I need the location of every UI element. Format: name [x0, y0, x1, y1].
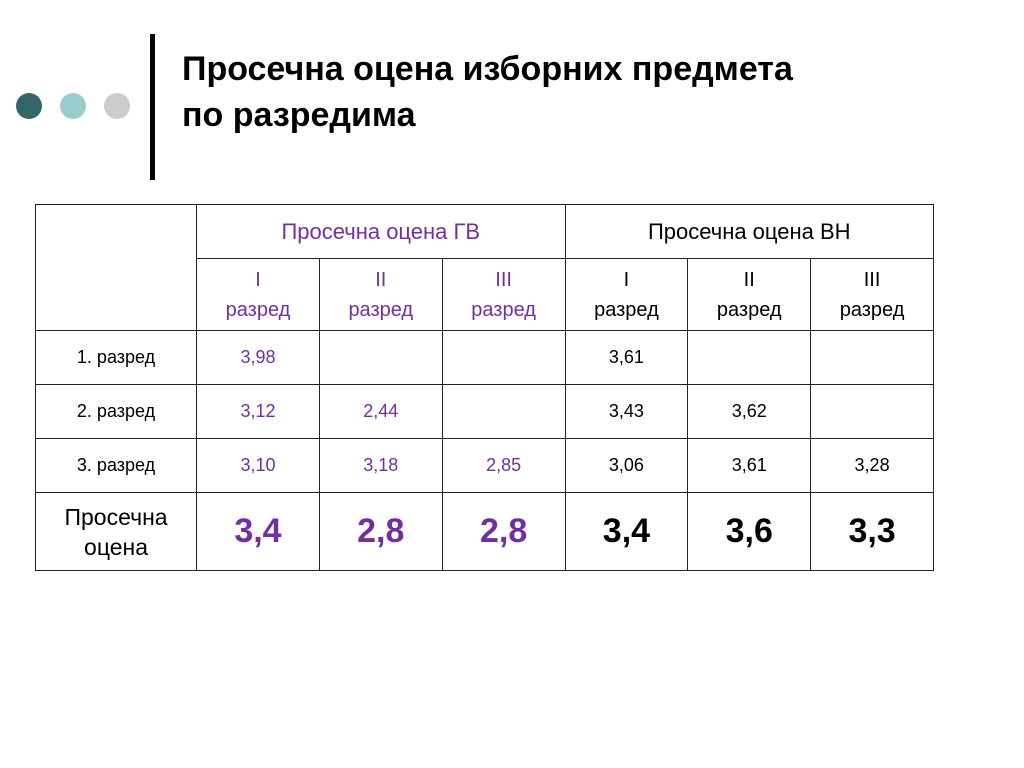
cell-vn-3: [810, 384, 934, 439]
sub-header-label: разред: [348, 298, 414, 321]
row-label: 3. разред: [34, 438, 198, 493]
slide-title: Просечна оцена изборних предмета по разр…: [182, 46, 962, 138]
table-row-grade-3: 3. разред 3,10 3,18 2,85 3,06 3,61 3,28: [34, 438, 934, 493]
cell-vn-1: 3,06: [564, 438, 689, 493]
cell-vn-3: 3,28: [810, 438, 934, 493]
cell-gv-3: 2,85: [441, 438, 566, 493]
cell-gv-1: 3,10: [196, 438, 320, 493]
slide-title-line2: по разредима: [182, 96, 416, 134]
cell-gv-1: 3,12: [196, 384, 320, 439]
sub-header-roman: III: [495, 268, 512, 291]
sub-header-roman: I: [623, 268, 630, 291]
sub-header-label: разред: [716, 298, 782, 321]
avg-gv-1: 3,4: [196, 492, 320, 571]
average-label-line2: оцена: [84, 533, 149, 560]
sub-header-vn-3: III разред: [810, 258, 934, 331]
avg-vn-3: 3,3: [810, 492, 934, 571]
empty-corner-cell: [34, 204, 198, 331]
cell-vn-2: [687, 330, 812, 385]
table-row-grade-2: 2. разред 3,12 2,44 3,43 3,62: [34, 384, 934, 439]
table-row-average: Просечна оцена 3,4 2,8 2,8 3,4 3,6 3,3: [34, 492, 934, 571]
table-row-grade-1: 1. разред 3,98 3,61: [34, 330, 934, 385]
cell-gv-2: [318, 330, 443, 385]
sub-header-label: разред: [839, 298, 905, 321]
sub-header-gv-2: II разред: [318, 258, 443, 331]
dot-light-teal: [60, 93, 86, 119]
row-label: 1. разред: [34, 330, 198, 385]
sub-header-roman: I: [255, 268, 261, 291]
cell-vn-2: 3,61: [687, 438, 812, 493]
header-gv: Просечна оцена ГВ: [196, 204, 566, 259]
avg-vn-1: 3,4: [564, 492, 689, 571]
average-label-line1: Просечна: [64, 503, 168, 530]
sub-header-label: разред: [471, 298, 536, 321]
cell-vn-3: [810, 330, 934, 385]
sub-header-label: разред: [225, 298, 291, 321]
cell-vn-2: 3,62: [687, 384, 812, 439]
avg-vn-2: 3,6: [687, 492, 812, 571]
sub-header-label: разред: [594, 298, 659, 321]
header-vn: Просечна оцена ВН: [564, 204, 935, 259]
avg-gv-3: 2,8: [441, 492, 566, 571]
sub-header-roman: II: [743, 268, 755, 291]
group-header-row: Просечна оцена ГВ Просечна оцена ВН: [34, 204, 935, 331]
dot-gray: [104, 93, 130, 119]
decorative-dots: [16, 93, 132, 121]
sub-header-roman: III: [863, 268, 881, 291]
sub-header-vn-2: II разред: [687, 258, 812, 331]
title-divider: [150, 34, 155, 180]
cell-vn-1: 3,61: [564, 330, 689, 385]
avg-gv-2: 2,8: [318, 492, 443, 571]
sub-header-roman: II: [375, 268, 387, 291]
dot-dark-teal: [16, 93, 42, 119]
slide-title-line1: Просечна оцена изборних предмета: [182, 50, 793, 88]
row-label: 2. разред: [34, 384, 198, 439]
sub-header-gv-3: III разред: [441, 258, 566, 331]
average-label: Просечна оцена: [34, 492, 198, 571]
cell-gv-3: [441, 384, 566, 439]
cell-gv-1: 3,98: [196, 330, 320, 385]
cell-vn-1: 3,43: [564, 384, 689, 439]
cell-gv-3: [441, 330, 566, 385]
cell-gv-2: 2,44: [318, 384, 443, 439]
cell-gv-2: 3,18: [318, 438, 443, 493]
